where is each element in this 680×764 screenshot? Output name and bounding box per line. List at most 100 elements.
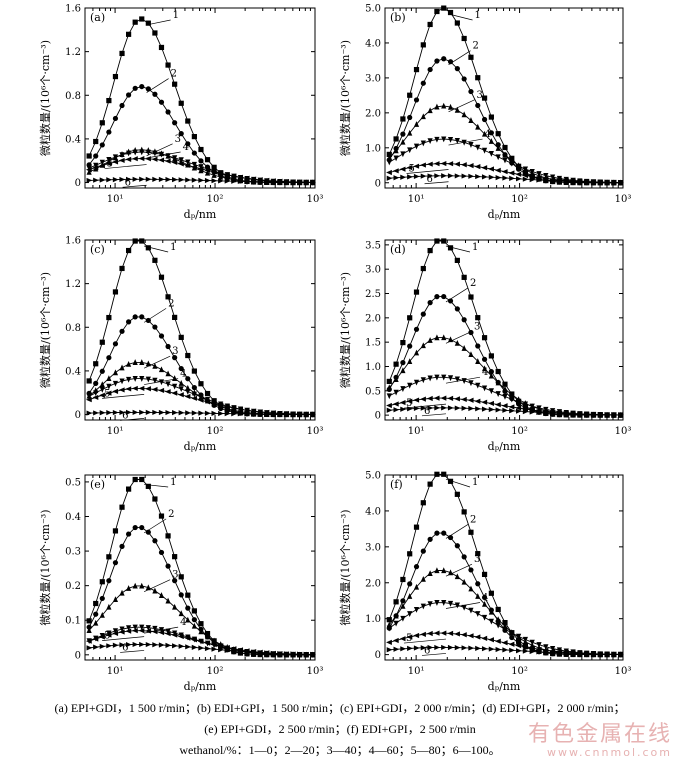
data-point — [118, 387, 125, 393]
data-point — [495, 368, 501, 375]
data-point — [454, 161, 460, 167]
series-leader — [144, 378, 179, 385]
data-point — [132, 376, 138, 382]
data-point — [461, 578, 467, 585]
data-point — [434, 471, 440, 477]
data-point — [250, 176, 257, 182]
data-point — [139, 176, 145, 182]
data-point — [86, 410, 93, 416]
series-6: 6 — [386, 173, 624, 186]
data-point — [475, 645, 481, 651]
data-point — [420, 113, 426, 120]
data-point — [488, 130, 494, 136]
data-point — [495, 407, 502, 413]
data-point — [185, 141, 191, 147]
panel-tag: (b) — [390, 11, 406, 24]
data-point — [434, 334, 440, 341]
data-point — [152, 496, 158, 502]
caption-legend: wethanol/%：1—0；2—20；3—40；4—60；5—80；6—100… — [179, 743, 501, 757]
data-point — [92, 636, 99, 642]
data-point — [204, 390, 211, 397]
data-point — [400, 646, 407, 652]
data-point — [509, 396, 515, 403]
data-point — [158, 157, 165, 163]
data-point — [99, 120, 105, 126]
data-point — [407, 343, 413, 349]
series-label: 6 — [125, 177, 131, 188]
data-point — [427, 601, 433, 608]
data-point — [413, 645, 420, 651]
data-point — [468, 329, 474, 336]
data-point — [105, 632, 112, 638]
data-point — [125, 386, 132, 392]
data-point — [172, 410, 178, 416]
data-point — [447, 644, 454, 651]
data-point — [126, 319, 132, 325]
data-point — [93, 138, 99, 145]
data-point — [543, 173, 549, 179]
data-point — [93, 380, 99, 386]
data-point — [481, 614, 488, 621]
data-point — [119, 626, 125, 633]
data-point — [210, 401, 217, 407]
data-point — [543, 644, 549, 651]
data-point — [481, 406, 488, 412]
data-point — [468, 645, 475, 651]
series-label: 2 — [470, 278, 476, 289]
data-point — [99, 643, 106, 650]
data-point — [92, 165, 99, 171]
y-tick-label: 0 — [375, 411, 381, 422]
data-point — [427, 644, 434, 651]
series-leader — [144, 484, 169, 488]
data-point — [392, 401, 399, 407]
data-point — [178, 365, 184, 372]
data-point — [488, 637, 494, 643]
data-point — [501, 403, 508, 409]
data-point — [441, 56, 447, 62]
data-point — [460, 162, 467, 168]
data-point — [407, 129, 413, 136]
data-point — [92, 394, 99, 401]
series-leader — [143, 579, 171, 592]
series-leader — [403, 403, 447, 409]
data-point — [434, 8, 440, 15]
x-tick-label: 10² — [511, 194, 528, 205]
data-point — [454, 376, 460, 383]
data-point — [413, 349, 420, 356]
data-point — [106, 410, 113, 416]
data-point — [393, 620, 399, 627]
data-point — [481, 130, 488, 137]
data-point — [516, 399, 522, 406]
data-point — [536, 409, 543, 415]
data-point — [112, 73, 119, 80]
data-point — [556, 647, 563, 654]
data-point — [393, 155, 399, 162]
x-tick-label: 10³ — [615, 426, 632, 437]
data-point — [447, 478, 454, 484]
x-tick-label: 10³ — [307, 426, 324, 437]
series-leader — [445, 524, 469, 539]
data-point — [204, 177, 211, 184]
data-point — [413, 524, 420, 530]
data-point — [454, 66, 460, 72]
data-point — [178, 574, 184, 580]
data-point — [400, 602, 406, 609]
data-point — [420, 311, 426, 317]
data-point — [400, 386, 406, 392]
y-tick-label: 0.5 — [65, 477, 81, 488]
data-point — [522, 648, 529, 654]
data-point — [99, 634, 105, 640]
data-point — [198, 621, 204, 627]
data-point — [475, 102, 481, 109]
data-point — [468, 294, 474, 300]
data-point — [112, 369, 119, 376]
data-point — [407, 315, 413, 321]
data-point — [204, 396, 211, 403]
data-point — [165, 176, 172, 183]
data-point — [106, 383, 112, 390]
data-point — [400, 360, 406, 366]
data-point — [119, 409, 126, 416]
data-point — [407, 611, 413, 617]
data-point — [172, 383, 178, 390]
data-point — [447, 9, 454, 16]
